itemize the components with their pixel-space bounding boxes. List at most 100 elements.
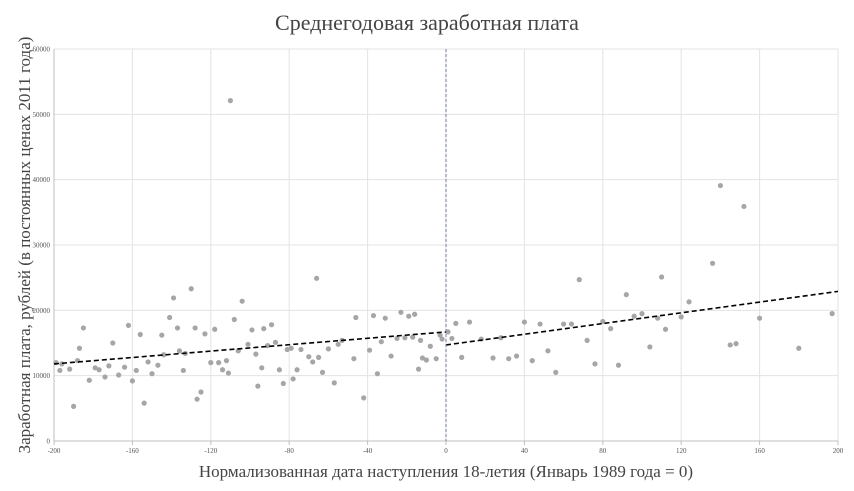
data-point xyxy=(370,312,377,319)
data-point xyxy=(80,325,86,331)
data-point xyxy=(71,403,77,409)
scatter-points xyxy=(53,98,835,409)
data-point xyxy=(717,182,724,189)
data-point xyxy=(796,345,802,351)
data-point xyxy=(316,354,322,360)
data-point xyxy=(223,358,230,364)
data-point xyxy=(335,341,341,347)
data-point xyxy=(529,358,535,364)
data-point xyxy=(255,383,261,389)
data-point xyxy=(125,322,132,328)
data-point xyxy=(521,319,528,325)
data-point xyxy=(415,366,422,372)
x-tick-label: -160 xyxy=(126,447,139,455)
x-tick-label: 0 xyxy=(444,447,448,455)
data-point xyxy=(659,274,665,280)
data-point xyxy=(294,367,300,373)
data-point xyxy=(351,356,357,362)
data-point xyxy=(433,356,439,362)
x-tick-label: 160 xyxy=(754,447,765,455)
data-point xyxy=(437,332,443,338)
data-point xyxy=(145,359,151,365)
data-point xyxy=(561,321,567,327)
data-point xyxy=(639,311,645,317)
data-point xyxy=(310,359,316,365)
data-point xyxy=(253,351,259,357)
data-point xyxy=(410,334,416,340)
data-point xyxy=(192,325,198,331)
data-point xyxy=(553,369,559,375)
data-point xyxy=(366,347,373,353)
data-point xyxy=(159,332,165,338)
data-point xyxy=(727,342,733,348)
data-point xyxy=(733,341,739,347)
data-point xyxy=(110,340,116,346)
data-point xyxy=(155,362,161,368)
data-point xyxy=(402,335,408,341)
data-point xyxy=(592,361,598,367)
y-tick-label: 30000 xyxy=(33,242,51,250)
data-point xyxy=(249,327,255,333)
x-tick-label: -80 xyxy=(285,447,295,455)
data-point xyxy=(412,311,418,317)
data-point xyxy=(600,318,606,325)
data-point xyxy=(212,326,218,332)
data-point xyxy=(272,339,279,345)
data-point xyxy=(686,299,692,305)
data-point xyxy=(459,354,465,360)
data-point xyxy=(202,331,208,337)
data-point xyxy=(161,352,167,358)
data-point xyxy=(167,314,173,321)
data-point xyxy=(170,295,177,301)
data-point xyxy=(231,316,237,323)
data-point xyxy=(141,400,147,406)
data-point xyxy=(57,367,63,374)
data-point xyxy=(829,311,835,317)
data-point xyxy=(466,319,473,325)
data-point xyxy=(180,367,186,374)
trend-line xyxy=(53,331,447,365)
data-point xyxy=(647,344,653,350)
data-point xyxy=(545,348,551,354)
x-tick-label: -200 xyxy=(48,447,61,455)
data-point xyxy=(194,396,200,402)
data-point xyxy=(419,355,426,361)
y-tick-label: 50000 xyxy=(33,111,51,119)
data-point xyxy=(537,321,543,327)
y-tick-label: 20000 xyxy=(33,307,51,315)
data-point xyxy=(86,377,92,383)
data-point xyxy=(382,315,388,321)
data-point xyxy=(174,325,181,331)
data-point xyxy=(306,354,312,360)
data-point xyxy=(361,395,367,401)
data-point xyxy=(498,335,504,341)
trend-lines xyxy=(53,290,839,365)
data-point xyxy=(176,348,183,354)
data-point xyxy=(96,367,102,373)
trend-line xyxy=(445,290,839,346)
data-point xyxy=(261,326,267,332)
x-tick-label: 200 xyxy=(833,447,844,455)
y-tick-label: 0 xyxy=(47,438,51,446)
data-point xyxy=(353,314,359,321)
data-point xyxy=(449,335,455,342)
data-point xyxy=(584,337,590,343)
data-point xyxy=(121,364,128,370)
data-point xyxy=(319,369,326,375)
data-point xyxy=(490,355,496,361)
data-point xyxy=(76,345,83,351)
data-point xyxy=(208,360,214,366)
x-tick-label: 80 xyxy=(599,447,607,455)
data-point xyxy=(623,292,629,298)
data-point xyxy=(631,313,637,319)
data-point xyxy=(394,335,400,342)
y-tick-label: 10000 xyxy=(33,372,51,380)
y-tick-label: 60000 xyxy=(33,46,51,54)
tick-labels: -200 -160 -120 -80 -40 0 40 80 120 160 200 0 10000 20… xyxy=(33,46,844,456)
data-point xyxy=(149,371,155,377)
data-point xyxy=(216,360,222,366)
data-point xyxy=(325,346,331,352)
data-point xyxy=(290,376,296,382)
data-point xyxy=(506,356,512,362)
